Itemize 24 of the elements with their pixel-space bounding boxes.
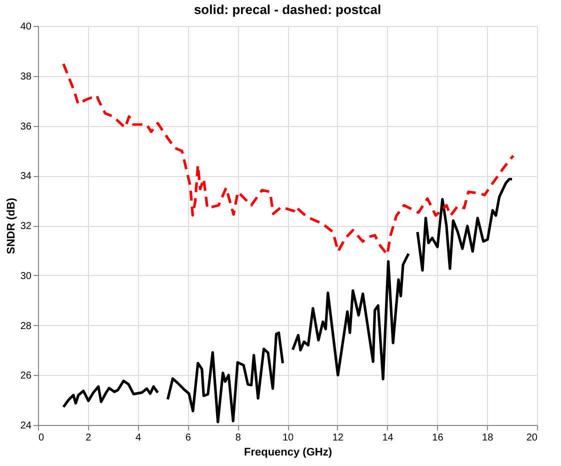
x-tick-label: 18 bbox=[482, 432, 494, 444]
y-tick-label: 24 bbox=[20, 420, 32, 432]
x-tick-label: 0 bbox=[38, 432, 44, 444]
x-axis-title: Frequency (GHz) bbox=[244, 446, 332, 458]
y-tick-label: 36 bbox=[20, 121, 32, 132]
x-tick-label: 12 bbox=[332, 432, 344, 444]
chart-title: solid: precal - dashed: postcal bbox=[194, 2, 382, 17]
y-tick-label: 32 bbox=[20, 221, 32, 232]
x-tick-label: 16 bbox=[432, 432, 444, 444]
x-tick-label: 2 bbox=[86, 432, 92, 444]
y-tick-label: 40 bbox=[20, 22, 32, 32]
y-tick-label: 38 bbox=[20, 71, 32, 82]
y-tick-label: 28 bbox=[20, 320, 32, 332]
y-tick-label: 26 bbox=[20, 370, 32, 382]
y-tick-label: 34 bbox=[20, 171, 32, 182]
x-tick-label: 10 bbox=[282, 432, 294, 444]
x-tick-label: 8 bbox=[235, 432, 242, 444]
x-tick-label: 6 bbox=[185, 432, 192, 444]
line-series bbox=[62, 62, 515, 256]
x-tick-label: 14 bbox=[382, 432, 394, 444]
y-axis-title: SNDR (dB) bbox=[5, 198, 18, 254]
x-tick-label: 20 bbox=[526, 432, 538, 444]
y-tick-label: 30 bbox=[20, 270, 32, 282]
x-tick-label: 4 bbox=[136, 432, 142, 444]
